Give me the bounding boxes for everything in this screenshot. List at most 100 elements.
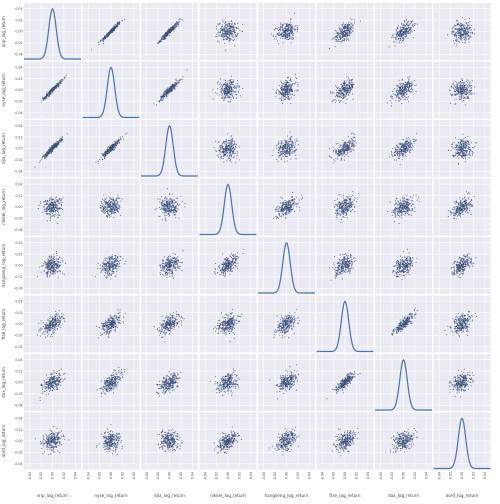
scatter-point: [290, 151, 291, 152]
scatter-point: [465, 42, 466, 43]
scatter-point: [459, 87, 460, 88]
scatter-point: [346, 28, 347, 29]
scatter-point: [288, 93, 289, 94]
scatter-point: [216, 26, 217, 27]
scatter-point: [278, 43, 279, 44]
scatter-point: [56, 83, 57, 84]
scatter-point: [100, 40, 101, 41]
scatter-point: [459, 83, 460, 84]
scatter-point: [104, 37, 105, 38]
scatter-point: [353, 84, 354, 85]
scatter-point: [233, 40, 234, 41]
scatter-point: [230, 140, 231, 141]
scatter-point: [330, 91, 331, 92]
scatter-point: [55, 142, 56, 143]
scatter-point: [162, 97, 163, 98]
scatter-point: [115, 24, 116, 25]
scatter-point: [217, 33, 218, 34]
scatter-point: [275, 29, 276, 30]
scatter-point: [416, 91, 417, 92]
scatter-point: [231, 39, 232, 40]
scatter-point: [406, 35, 407, 36]
scatter-point: [277, 34, 278, 35]
scatter-point: [290, 87, 291, 88]
subplot-snp_log_return-vs-djia_log_return: [141, 3, 198, 60]
scatter-point: [468, 39, 469, 40]
scatter-point: [287, 151, 288, 152]
scatter-point: [351, 86, 352, 87]
scatter-point: [461, 99, 462, 100]
scatter-point: [67, 133, 68, 134]
scatter-point: [341, 97, 342, 98]
scatter-point: [231, 25, 232, 26]
scatter-point: [335, 30, 336, 31]
scatter-point: [458, 90, 459, 91]
scatter-point: [466, 34, 467, 35]
scatter-point: [220, 32, 221, 33]
scatter-point: [292, 147, 293, 148]
scatter-point: [221, 158, 222, 159]
scatter-point: [171, 90, 172, 91]
scatter-point: [341, 29, 342, 30]
scatter-point: [285, 95, 286, 96]
scatter-point: [294, 26, 295, 27]
scatter-point: [298, 84, 299, 85]
scatter-point: [239, 159, 240, 160]
scatter-point: [235, 162, 236, 163]
scatter-point: [281, 33, 282, 34]
scatter-point: [288, 94, 289, 95]
scatter-point: [120, 136, 121, 137]
scatter-point: [474, 33, 475, 34]
scatter-point: [216, 28, 217, 29]
scatter-point: [217, 41, 218, 42]
scatter-point: [278, 147, 279, 148]
scatter-point: [290, 18, 291, 19]
scatter-point: [408, 79, 409, 80]
scatter-point: [106, 34, 107, 35]
scatter-point: [452, 84, 453, 85]
scatter-point: [393, 41, 394, 42]
subplot-nyse_log_return-vs-aord_log_return: [434, 62, 491, 119]
scatter-point: [294, 28, 295, 29]
scatter-point: [237, 153, 238, 154]
scatter-point: [169, 35, 170, 36]
scatter-point: [393, 37, 394, 38]
scatter-point: [450, 90, 451, 91]
scatter-point: [287, 77, 288, 78]
scatter-point: [287, 33, 288, 34]
scatter-point: [338, 41, 339, 42]
scatter-point: [282, 27, 283, 28]
scatter-point: [279, 29, 280, 30]
scatter-point: [230, 87, 231, 88]
scatter-point: [342, 95, 343, 96]
scatter-point: [349, 32, 350, 33]
scatter-point: [234, 144, 235, 145]
scatter-point: [458, 35, 459, 36]
scatter-point: [457, 28, 458, 29]
scatter-point: [462, 92, 463, 93]
scatter-point: [453, 91, 454, 92]
scatter-point: [400, 93, 401, 94]
scatter-point: [287, 147, 288, 148]
scatter-point: [115, 144, 116, 145]
scatter-point: [459, 42, 460, 43]
scatter-point: [345, 91, 346, 92]
scatter-point: [470, 35, 471, 36]
scatter-point: [458, 28, 459, 29]
scatter-point: [350, 32, 351, 33]
scatter-point: [233, 147, 234, 148]
scatter-point: [60, 141, 61, 142]
scatter-point: [230, 85, 231, 86]
scatter-point: [292, 145, 293, 146]
scatter-point: [396, 38, 397, 39]
scatter-point: [288, 25, 289, 26]
scatter-point: [238, 87, 239, 88]
scatter-point: [276, 145, 277, 146]
scatter-point: [223, 39, 224, 40]
scatter-point: [451, 32, 452, 33]
scatter-point: [403, 99, 404, 100]
scatter-point: [228, 150, 229, 151]
scatter-point: [464, 93, 465, 94]
scatter-point: [458, 38, 459, 39]
